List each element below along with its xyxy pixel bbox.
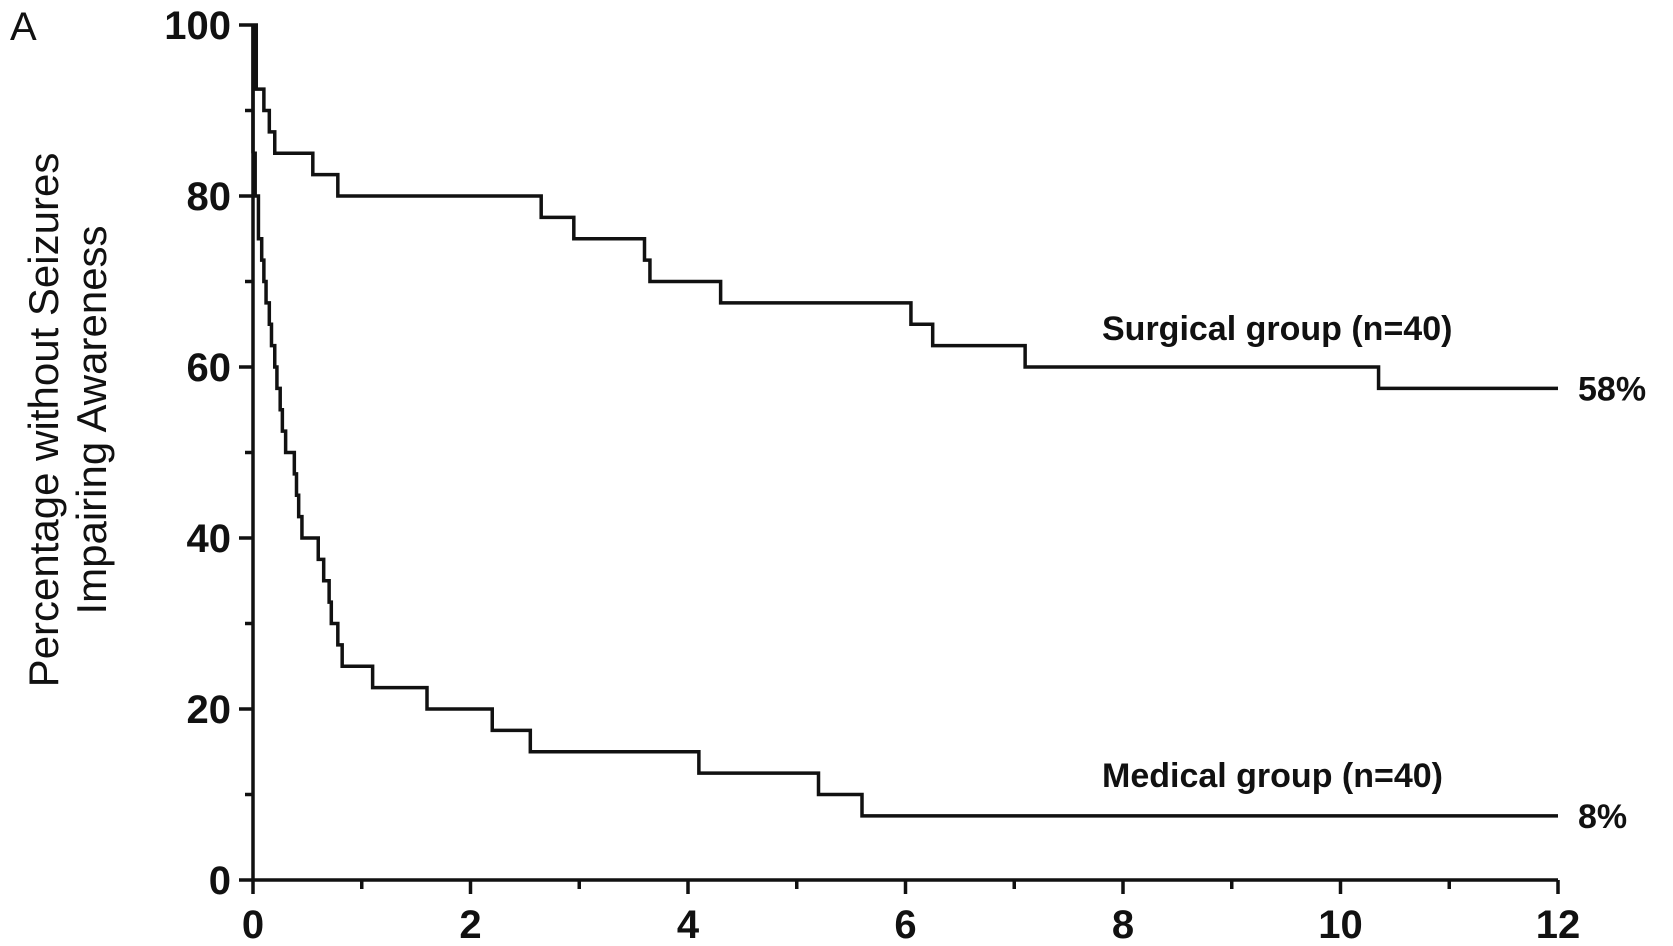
series-name-label-1: Medical group (n=40) (1102, 757, 1443, 795)
x-tick-label-10: 10 (1318, 903, 1363, 946)
axes: 0 20 40 60 80 100 0 2 4 6 8 10 12 (164, 4, 1580, 946)
series-surgical: Surgical group (n=40) 58% (253, 23, 1646, 408)
y-axis-title: Percentage without Seizures Impairing Aw… (20, 153, 115, 688)
series-name-label-0: Surgical group (n=40) (1102, 310, 1452, 348)
y-tick-label-40: 40 (187, 517, 232, 561)
x-tick-label-8: 8 (1112, 903, 1134, 946)
series-line-1 (253, 151, 1558, 818)
y-tick-label-100: 100 (164, 4, 231, 48)
y-axis-title-line-2: Impairing Awareness (68, 225, 115, 614)
x-tick-label-2: 2 (459, 903, 481, 946)
series-medical: Medical group (n=40) 8% (251, 25, 1627, 836)
y-axis-title-line-1: Percentage without Seizures (20, 153, 67, 688)
x-tick-label-12: 12 (1536, 903, 1581, 946)
y-tick-label-80: 80 (187, 175, 232, 219)
y-tick-label-60: 60 (187, 346, 232, 390)
series-end-label-0: 58% (1578, 370, 1646, 408)
y-tick-label-20: 20 (187, 688, 232, 732)
series-line-0 (253, 23, 1558, 391)
series-end-label-1: 8% (1578, 798, 1627, 836)
x-tick-label-4: 4 (677, 903, 700, 946)
x-tick-label-6: 6 (894, 903, 916, 946)
y-tick-label-0: 0 (209, 859, 231, 903)
x-tick-label-0: 0 (242, 903, 264, 946)
panel-label: A (10, 5, 37, 49)
series-layer: Surgical group (n=40)58%Medical group (n… (251, 23, 1646, 836)
